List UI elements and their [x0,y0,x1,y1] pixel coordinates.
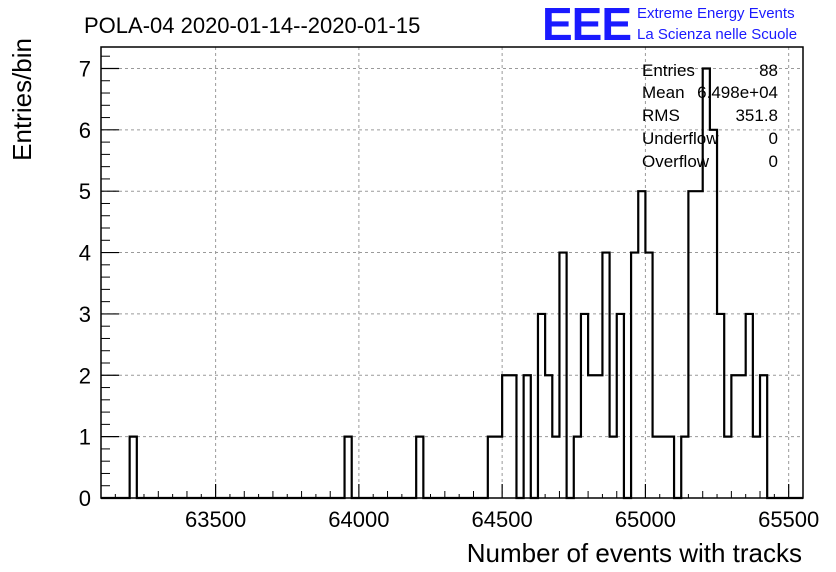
logo-line-1: Extreme Energy Events [637,5,795,22]
stats-value: 6.498e+04 [697,83,778,102]
histogram-bin [660,437,667,498]
histogram-bin [574,437,581,498]
y-tick-label: 3 [79,302,91,327]
histogram-bin [559,253,566,498]
histogram-bin [416,437,423,498]
x-tick-label: 63500 [185,507,246,532]
stats-label: Entries [642,61,695,80]
histogram-bin [653,437,660,498]
histogram-bin [610,437,617,498]
logo-mark: EEE [542,0,631,50]
histogram-bin [645,253,652,498]
plot-frame [100,46,804,499]
x-axis-label: Number of events with tracks [467,538,802,568]
x-tick-label: 65500 [758,507,819,532]
histogram-bin [581,314,588,498]
y-tick-label: 6 [79,118,91,143]
histogram-bin [595,375,602,498]
histogram-bin [617,314,624,498]
x-tick-label: 64000 [328,507,389,532]
histogram-bin [588,375,595,498]
axes-ticks: 63500 64000 64500 65000 65500 0 1 2 3 4 5 6 7 [79,55,819,532]
histogram-bin [538,314,545,498]
histogram-bin [667,437,674,498]
histogram-bin [688,191,695,498]
stats-label: Mean [642,83,685,102]
chart-title: POLA-04 2020-01-14--2020-01-15 [84,13,420,38]
stats-label: RMS [642,106,680,125]
x-tick-label: 64500 [472,507,533,532]
histogram-bin [545,375,552,498]
y-tick-label: 1 [79,425,91,450]
histogram-bin [509,375,516,498]
grid-lines [101,47,803,498]
stats-box: Entries 88 Mean 6.498e+04 RMS 351.8 Underflow 0… [642,61,778,171]
y-tick-label: 4 [79,241,91,266]
histogram-bin [130,437,137,498]
histogram-bin [488,437,495,498]
histogram-bin [717,314,724,498]
y-axis-label: Entries/bin [7,38,37,161]
histogram-bin [552,437,559,498]
stats-value: 88 [759,61,778,80]
stats-label: Underflow [642,129,719,148]
stats-value: 351.8 [735,106,778,125]
y-tick-label: 7 [79,56,91,81]
histogram-bin [681,437,688,498]
logo-line-2: La Scienza nelle Scuole [637,26,797,43]
histogram-bin [631,253,638,498]
histogram-bin [724,437,731,498]
eee-logo: EEE Extreme Energy Events La Scienza nel… [542,0,797,50]
histogram-bin [638,191,645,498]
histogram-bin [753,437,760,498]
histogram-bin [502,375,509,498]
histogram-bin [739,375,746,498]
histogram-bin [696,191,703,498]
histogram-bin [710,130,717,498]
histogram-bin [345,437,352,498]
y-tick-label: 5 [79,179,91,204]
stats-label: Overflow [642,152,710,171]
histogram-bin [602,253,609,498]
y-tick-label: 2 [79,363,91,388]
stats-value: 0 [769,129,778,148]
histogram-bin [746,314,753,498]
stats-value: 0 [769,152,778,171]
histogram-bin [495,437,502,498]
y-tick-label: 0 [79,486,91,511]
histogram-bin [524,375,531,498]
histogram-bin [760,375,767,498]
x-tick-label: 65000 [615,507,676,532]
histogram-bin [731,375,738,498]
